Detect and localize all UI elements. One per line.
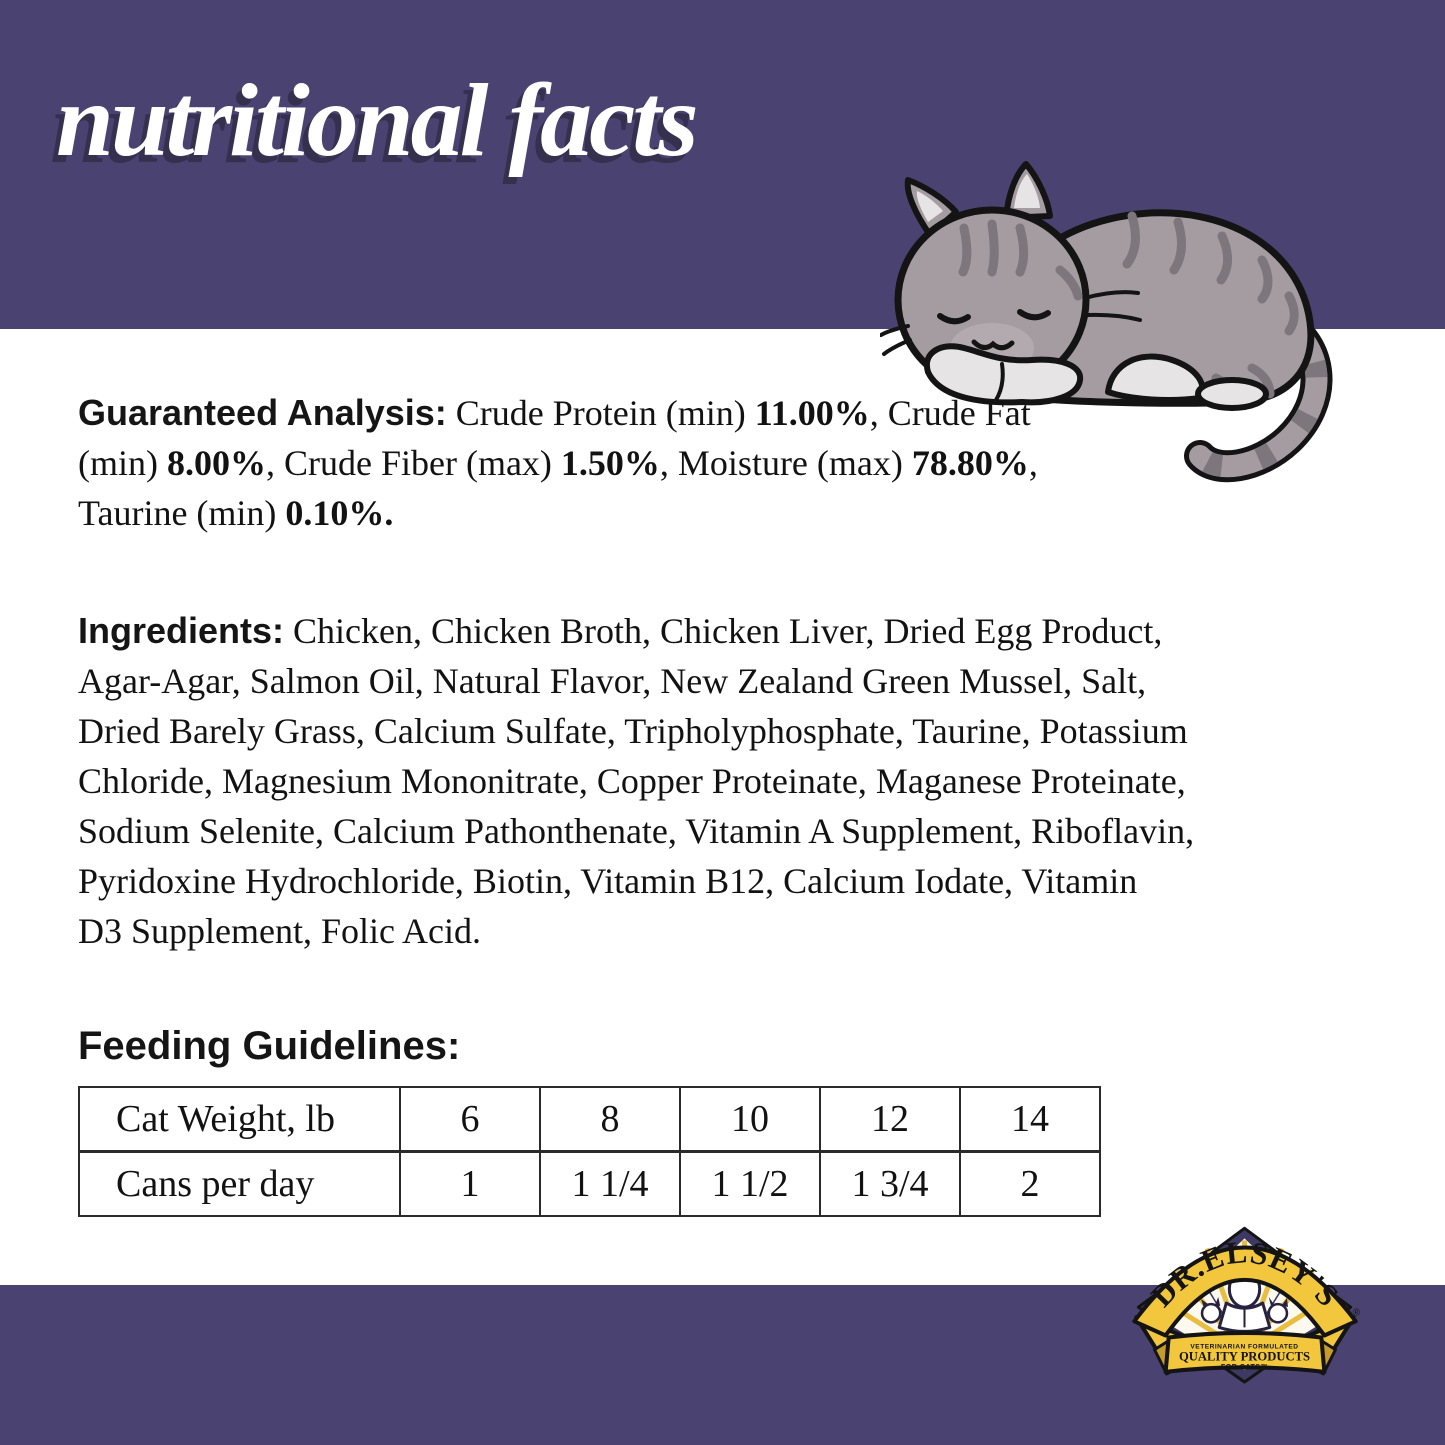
cans-per-day-value: 1 1/4	[539, 1150, 681, 1217]
logo-tagline-main: QUALITY PRODUCTS	[1179, 1350, 1310, 1364]
registered-mark: ®	[1353, 1307, 1361, 1318]
cat-weight-value: 8	[539, 1086, 681, 1153]
ga-value-fat: 8.00%	[166, 443, 266, 483]
cat-weight-value: 14	[959, 1086, 1101, 1153]
page-title: nutritional facts	[56, 63, 699, 178]
logo-tagline-bottom: FOR CATS™	[1221, 1364, 1268, 1371]
sleeping-cat-illustration	[879, 150, 1355, 485]
ingredients-paragraph: Ingredients: Chicken, Chicken Broth, Chi…	[78, 606, 1408, 956]
brand-logo: DR.ELSEY'S ® VETERINARIAN FORMULATED QUA…	[1126, 1200, 1364, 1384]
logo-tagline-top: VETERINARIAN FORMULATED	[1190, 1344, 1298, 1351]
table-row-cans-per-day: Cans per day 1 1 1/4 1 1/2 1 3/4 2	[78, 1150, 1101, 1217]
feeding-guidelines-table: Cat Weight, lb 6 8 10 12 14 Cans per day…	[78, 1086, 1101, 1217]
table-row-cat-weight: Cat Weight, lb 6 8 10 12 14	[78, 1086, 1101, 1153]
ga-value-taurine: 0.10%.	[285, 493, 394, 533]
sleeping-cat-icon	[879, 161, 1333, 483]
cans-per-day-value: 1	[399, 1150, 541, 1217]
cans-per-day-value: 1 3/4	[819, 1150, 961, 1217]
cat-weight-value: 6	[399, 1086, 541, 1153]
feeding-guidelines-heading: Feeding Guidelines:	[78, 1024, 461, 1068]
cans-per-day-value: 1 1/2	[679, 1150, 821, 1217]
cans-per-day-value: 2	[959, 1150, 1101, 1217]
dr-elseys-badge-icon: DR.ELSEY'S ® VETERINARIAN FORMULATED QUA…	[1132, 1226, 1361, 1384]
ga-value-fiber: 1.50%	[560, 443, 660, 483]
ga-value-protein: 11.00%	[754, 393, 870, 433]
cat-weight-value: 12	[819, 1086, 961, 1153]
guaranteed-analysis-label: Guaranteed Analysis:	[78, 392, 447, 433]
ingredients-label: Ingredients:	[78, 610, 285, 651]
ga-text: Crude Protein (min)	[446, 393, 755, 433]
row-header-cans-per-day: Cans per day	[78, 1150, 401, 1217]
ga-value-moisture: 78.80%	[911, 443, 1029, 483]
guaranteed-analysis-paragraph: Guaranteed Analysis: Crude Protein (min)…	[78, 392, 1038, 533]
cat-weight-value: 10	[679, 1086, 821, 1153]
ingredients-text: Chicken, Chicken Broth, Chicken Liver, D…	[78, 611, 1195, 951]
row-header-cat-weight: Cat Weight, lb	[78, 1086, 401, 1153]
